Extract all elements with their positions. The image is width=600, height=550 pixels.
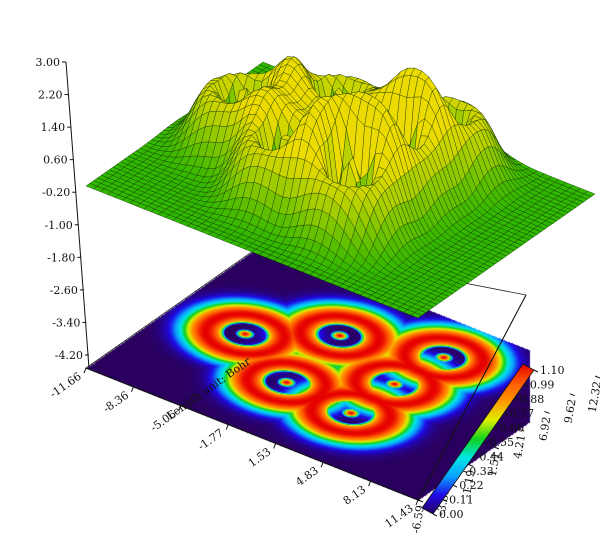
- colorbar-tick-mark: [533, 369, 539, 373]
- y-axis-tick-label: 12.32: [586, 380, 600, 413]
- x-axis-tick-mark: [415, 499, 419, 506]
- colorbar-tick-mark: [432, 513, 438, 517]
- colorbar-tick-mark: [442, 499, 448, 503]
- colorbar-tick-label: 0.88: [520, 393, 545, 406]
- x-axis-tick-mark: [368, 480, 372, 487]
- colorbar-tick-label: 0.66: [500, 422, 524, 435]
- y-axis-tick-mark: [594, 375, 600, 379]
- colorbar-tick-mark: [493, 427, 498, 431]
- colorbar-tick-mark: [513, 398, 519, 402]
- colorbar-tick-mark: [473, 455, 478, 459]
- y-axis-line: [417, 294, 527, 501]
- colorbar-tick-label: 0.44: [479, 450, 504, 463]
- y-axis-tick-label: -6.59: [409, 504, 427, 534]
- colorbar-tick-label: 0.77: [510, 407, 535, 420]
- colorbar-tick-label: 0.55: [490, 436, 515, 449]
- x-axis-tick-mark: [83, 367, 87, 374]
- colorbar-tick-mark: [523, 383, 529, 387]
- colorbar-tick-label: 0.11: [449, 494, 474, 507]
- colorbar-tick-label: 0.00: [439, 508, 464, 521]
- x-axis-line: [85, 367, 419, 501]
- colorbar-tick-label: 0.99: [530, 378, 555, 391]
- x-axis-tick-mark: [130, 386, 134, 393]
- y-axis-tick-mark: [468, 464, 474, 468]
- y-axis-ticks: -6.59-3.89-1.191.514.216.929.62 12.32: [409, 375, 600, 534]
- colorbar-tick-mark: [483, 441, 488, 445]
- y-axis-tick-label: 4.21: [511, 433, 528, 459]
- colorbar-tick-mark: [452, 484, 458, 488]
- colorbar-ticks: 1.100.99 0.880.77 0.660.550.44 0.330.22 0.11…: [432, 364, 565, 521]
- surface-mesh: [85, 56, 596, 319]
- y-axis-tick-mark: [518, 428, 525, 432]
- y-axis-tick-mark: [569, 393, 575, 397]
- colorbar-tick-mark: [503, 412, 508, 416]
- y-axis-tick-mark: [493, 446, 500, 450]
- colorbar-tick-label: 0.33: [469, 465, 494, 478]
- y-axis-tick-mark: [544, 410, 550, 414]
- x-axis-tick-mark: [178, 405, 182, 411]
- x-axis-tick-mark: [225, 424, 229, 430]
- y-axis-tick-label: 6.92: [536, 416, 553, 442]
- y-axis-tick-label: 1.51: [486, 451, 503, 477]
- colorbar-tick-mark: [463, 470, 468, 474]
- colorbar-tick-label: 0.22: [459, 479, 484, 492]
- x-axis-tick-mark: [320, 462, 324, 468]
- y-axis-tick-label: 9.62: [562, 398, 579, 424]
- surface-plot: [85, 56, 596, 319]
- y-axis: -6.59-3.89-1.191.514.216.929.62 12.32: [409, 294, 600, 534]
- colorbar: 1.100.99 0.880.77 0.660.550.44 0.330.22 0.11…: [421, 363, 565, 521]
- x-axis-tick-mark: [273, 443, 277, 449]
- y-axis-tick-mark: [417, 499, 424, 503]
- y-axis-tick-label: -1.19: [460, 469, 478, 499]
- colorbar-tick-label: 1.10: [540, 364, 565, 377]
- surface-cell: [410, 312, 423, 319]
